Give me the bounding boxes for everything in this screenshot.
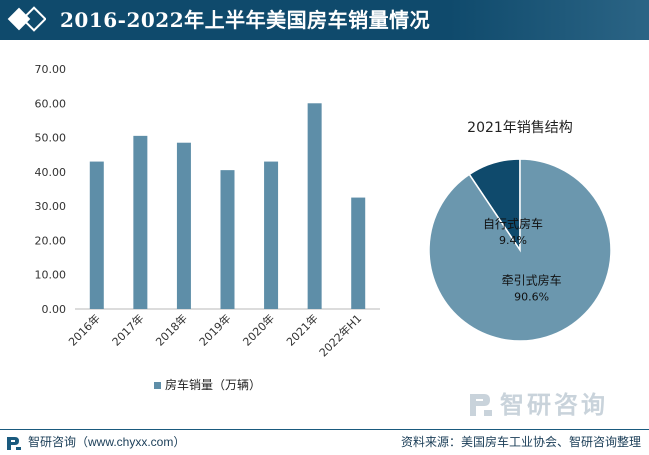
bar <box>351 197 366 309</box>
pie-slice-value: 90.6% <box>514 290 549 303</box>
y-tick-label: 60.00 <box>35 97 67 110</box>
chart-canvas: 0.0010.0020.0030.0040.0050.0060.0070.00 … <box>35 63 612 392</box>
y-tick-label: 10.00 <box>35 269 67 282</box>
diamond-logo-icon <box>7 6 46 32</box>
legend-swatch <box>154 382 161 389</box>
footer-logo-icon <box>7 437 21 450</box>
y-axis: 0.00 10.00 20.00 30.00 40.00 50.00 60.00 70.00 <box>35 63 67 316</box>
bar <box>307 103 322 310</box>
legend-label: 房车销量（万辆） <box>165 377 261 392</box>
footer: 智研咨询（www.chyxx.com） 资料来源：美国房车工业协会、智研咨询整理 <box>0 430 649 455</box>
pie-slice <box>428 158 612 342</box>
legend: 房车销量（万辆） <box>154 377 261 392</box>
x-tick-label: 2021年 <box>283 311 320 348</box>
bar-chart: 0.0010.0020.0030.0040.0050.0060.0070.00 … <box>35 63 380 392</box>
pie-labels: 自行式房车 9.4% 牵引式房车 90.6% <box>483 216 562 303</box>
x-tick-label: 2017年 <box>109 311 146 348</box>
pie-slice-label: 自行式房车 <box>483 216 543 231</box>
x-tick-label: 2016年 <box>65 311 102 348</box>
x-tick-label: 2022年H1 <box>316 311 364 359</box>
watermark: 智研咨询 <box>466 390 636 420</box>
y-tick-label: 0.00 <box>42 303 67 316</box>
pie-title: 2021年销售结构 <box>467 120 573 136</box>
bar <box>176 142 191 309</box>
footer-divider <box>0 429 649 430</box>
pie-slices <box>428 158 612 342</box>
footer-data-source: 资料来源：美国房车工业协会、智研咨询整理 <box>400 435 641 449</box>
y-tick-label: 20.00 <box>35 234 67 247</box>
pie-chart: 2021年销售结构 自行式房车 9.4% 牵引式房车 90.6% <box>428 120 612 342</box>
y-tick-label: 70.00 <box>35 63 67 76</box>
watermark-text: 智研咨询 <box>500 391 608 419</box>
x-tick-label: 2018年 <box>153 311 190 348</box>
bar <box>89 161 104 309</box>
y-tick-label: 30.00 <box>35 200 67 213</box>
bar <box>133 135 148 309</box>
y-tick-label: 50.00 <box>35 132 67 145</box>
pie-slice-label: 牵引式房车 <box>502 272 562 287</box>
page-title: 2016-2022年上半年美国房车销量情况 <box>60 8 431 32</box>
header-gradient <box>449 0 649 40</box>
pie-slice-value: 9.4% <box>499 234 527 247</box>
watermark-logo-icon <box>470 394 492 416</box>
x-tick-label: 2020年 <box>240 311 277 348</box>
bar <box>220 170 235 309</box>
x-tick-label: 2019年 <box>196 311 233 348</box>
y-tick-label: 40.00 <box>35 166 67 179</box>
bar <box>264 161 279 309</box>
footer-source-site: 智研咨询（www.chyxx.com） <box>28 435 186 449</box>
bars <box>89 103 366 310</box>
title-banner: 2016-2022年上半年美国房车销量情况 <box>0 0 649 40</box>
